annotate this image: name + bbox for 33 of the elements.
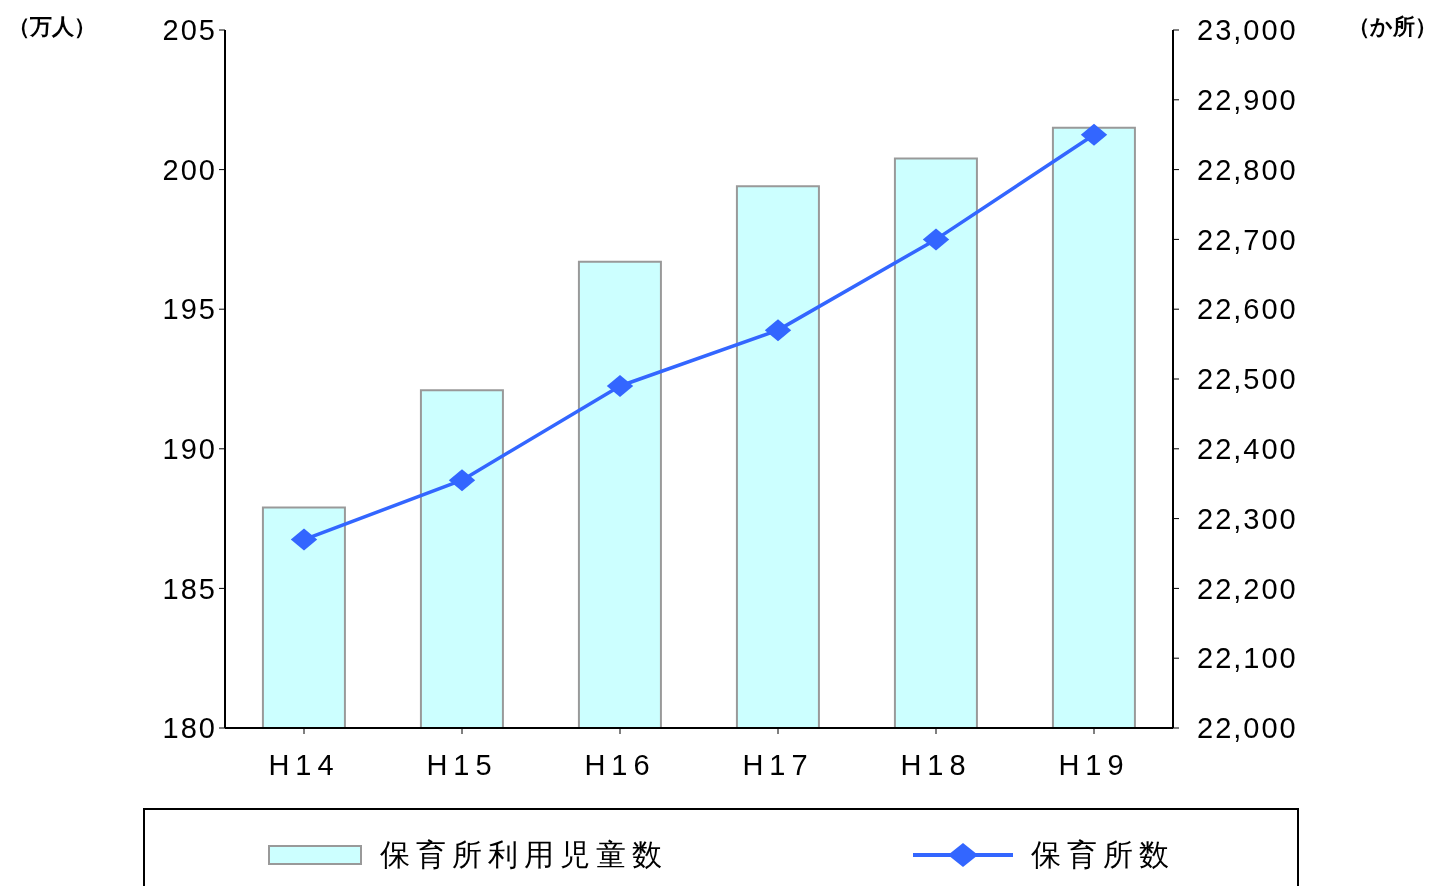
legend-label: 保育所数: [1030, 836, 1175, 873]
y-tick-label: 190: [162, 433, 217, 466]
y2-tick-label: 22,600: [1197, 293, 1298, 326]
y2-tick-label: 22,800: [1197, 153, 1298, 186]
point: [764, 319, 792, 342]
x-tick-label: H16: [584, 748, 656, 781]
y-tick-label: 205: [162, 14, 217, 47]
x-tick-label: H18: [900, 748, 972, 781]
x-tick-label: H19: [1058, 748, 1130, 781]
y2-axis-title: （か所）: [1348, 13, 1437, 41]
x-tick-label: H15: [426, 748, 498, 781]
y-tick-label: 185: [162, 572, 217, 605]
y2-tick-label: 22,900: [1197, 84, 1298, 117]
y-axis-title: （万人）: [8, 13, 96, 41]
y2-tick-label: 22,400: [1197, 433, 1298, 466]
point: [606, 374, 634, 397]
point: [922, 228, 950, 251]
point: [448, 469, 476, 492]
point: [290, 528, 318, 551]
x-tick-label: H17: [742, 748, 814, 781]
y-tick-label: 195: [162, 293, 217, 326]
y2-tick-label: 23,000: [1197, 14, 1298, 47]
y2-tick-label: 22,700: [1197, 223, 1298, 256]
x-tick-label: H14: [268, 748, 340, 781]
legend-label: 保育所利用児童数: [379, 836, 668, 873]
y-tick-label: 180: [162, 712, 217, 745]
point: [1080, 123, 1108, 146]
y-tick-label: 200: [162, 153, 217, 186]
y2-tick-label: 22,500: [1197, 363, 1298, 396]
y2-tick-label: 22,000: [1197, 712, 1298, 745]
y2-tick-label: 22,100: [1197, 642, 1298, 675]
y2-tick-label: 22,200: [1197, 572, 1298, 605]
y2-tick-label: 22,300: [1197, 502, 1298, 535]
